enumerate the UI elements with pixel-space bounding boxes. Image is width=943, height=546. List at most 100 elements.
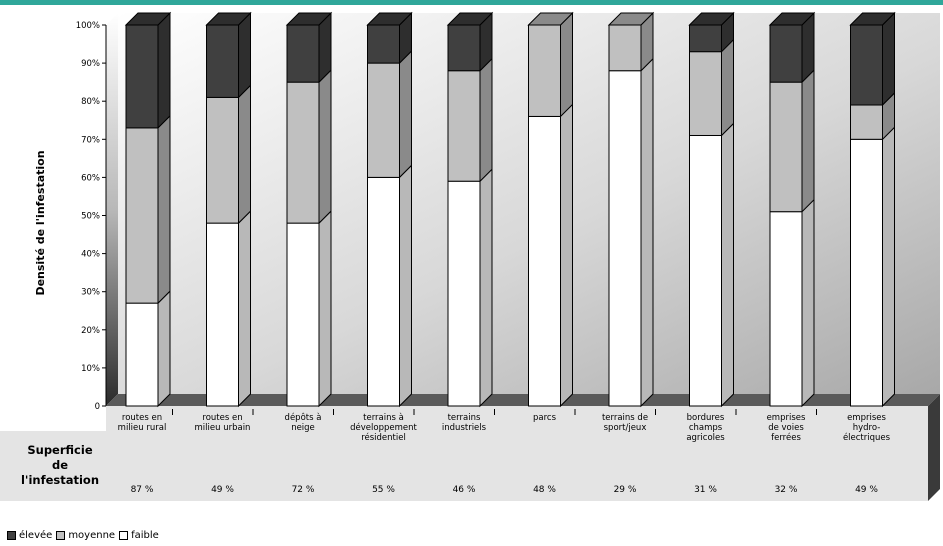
bar-segment-moyenne [689, 51, 722, 136]
bar-side-faible [399, 164, 412, 408]
category-label: emprises hydro-électriques [843, 413, 891, 443]
bar-top [607, 12, 655, 26]
bar-side-moyenne [721, 38, 734, 137]
bar-top [527, 12, 574, 26]
top-accent-bar [0, 0, 943, 5]
table-row-label-line: Superficie [27, 443, 92, 457]
bar-segment-moyenne [367, 62, 400, 178]
y-tick-label: 90% [81, 59, 100, 69]
bar-top [688, 12, 735, 26]
category-label-line: parcs [533, 413, 557, 423]
category-label-line: résidentiel [361, 432, 406, 443]
legend-item-faible: faible [119, 530, 159, 541]
table-band [106, 406, 928, 501]
bar-side-moyenne [560, 11, 573, 118]
bar-segment-moyenne [850, 104, 883, 140]
category-label: bordures champs agricoles [686, 413, 725, 443]
y-axis: 0 10% 20% 30% 40% 50% 60% 70% 80% 90% 100% [76, 21, 107, 412]
category-label: emprises de voies ferrées [767, 413, 806, 443]
bar-side-faible [157, 289, 171, 408]
infestation-value: 29 % [614, 485, 637, 495]
category-label: terrains industriels [442, 413, 487, 433]
infestation-value: 49 % [211, 485, 234, 495]
bar-segment-élevée [206, 24, 239, 98]
category-label-line: routes en [122, 413, 162, 423]
y-tick-label: 0 [95, 402, 100, 412]
bar-side-moyenne [318, 68, 332, 225]
category-label-line: emprises [767, 413, 806, 423]
bar-side-moyenne [399, 49, 412, 179]
bar-top [366, 12, 413, 26]
stacked-bar-chart: 0 10% 20% 30% 40% 50% 60% 70% 80% 90% 100% routes … [0, 11, 940, 501]
bar-side-faible [238, 209, 251, 408]
table-row-label-line: de [52, 458, 68, 472]
bar-segment-élevée [367, 24, 400, 64]
y-tick-label: 40% [81, 250, 100, 260]
bar-segment-faible [608, 70, 642, 407]
infestation-value: 48 % [533, 485, 556, 495]
category-label: parcs [533, 413, 557, 423]
category-label-line: champs [689, 423, 723, 433]
bar-side-faible [640, 57, 654, 408]
y-tick-label: 70% [81, 135, 100, 145]
infestation-value: 32 % [775, 485, 798, 495]
legend-label-elevee: élevée [19, 529, 53, 541]
bar-segment-faible [689, 134, 722, 407]
bar-segment-faible [206, 222, 239, 407]
bar-side-faible [721, 122, 734, 408]
category-label: terrains de sport/jeux [602, 413, 648, 433]
bar-side-élevée [882, 11, 895, 107]
bar-side-faible [479, 168, 493, 408]
bar-segment-moyenne [125, 127, 159, 304]
bar-segment-faible [125, 302, 159, 407]
category-label-line: ferrées [771, 432, 801, 443]
category-label-line: industriels [442, 423, 487, 433]
bar-top [205, 12, 252, 26]
bar-side-moyenne [157, 114, 171, 305]
category-label-line: neige [291, 423, 315, 433]
side-wall [106, 13, 118, 406]
infestation-value: 87 % [131, 485, 154, 495]
category-label-line: terrains de [602, 413, 648, 423]
bar-segment-élevée [286, 24, 320, 83]
category-label: terrains à développement résidentiel [350, 413, 417, 443]
bar-segment-élevée [850, 24, 883, 106]
y-tick-label: 10% [81, 364, 100, 374]
bar-segment-faible [286, 222, 320, 407]
category-label-line: terrains à [363, 413, 404, 423]
category-label-line: milieu urbain [195, 423, 251, 433]
category-label-line: de voies [768, 423, 804, 433]
category-label-line: bordures [687, 413, 725, 423]
bar-side-faible [801, 198, 815, 408]
bar-segment-moyenne [206, 96, 239, 224]
bar-top [124, 12, 172, 26]
category-label-line: milieu rural [118, 423, 167, 433]
table-side [928, 394, 940, 501]
bar-segment-moyenne [528, 24, 561, 117]
bar-segment-moyenne [447, 70, 481, 182]
bar-segment-faible [367, 176, 400, 407]
bar-segment-élevée [447, 24, 481, 72]
bar-segment-élevée [689, 24, 722, 53]
category-label-line: routes en [202, 413, 242, 423]
bar-segment-faible [528, 115, 561, 407]
table-row-label: Superficie de l'infestation [21, 443, 99, 487]
bar-side-élevée [157, 11, 171, 130]
y-tick-label: 80% [81, 97, 100, 107]
bar-side-moyenne [238, 84, 251, 225]
bar-segment-élevée [769, 24, 803, 83]
legend-item-elevee: élevée [7, 530, 52, 541]
category-label-line: électriques [843, 432, 891, 443]
bar-side-élevée [238, 11, 251, 99]
category-label-line: sport/jeux [604, 423, 647, 433]
y-tick-label: 60% [81, 173, 100, 183]
category-label-line: emprises [847, 413, 886, 423]
table-row-label-line: l'infestation [21, 473, 99, 487]
bar-segment-faible [850, 138, 883, 407]
y-tick-label: 30% [81, 288, 100, 298]
bar-top [849, 12, 896, 26]
legend-item-moyenne: moyenne [56, 530, 115, 541]
bar-top [285, 12, 333, 26]
category-label-line: développement [350, 422, 417, 433]
y-tick-label: 100% [76, 21, 100, 31]
